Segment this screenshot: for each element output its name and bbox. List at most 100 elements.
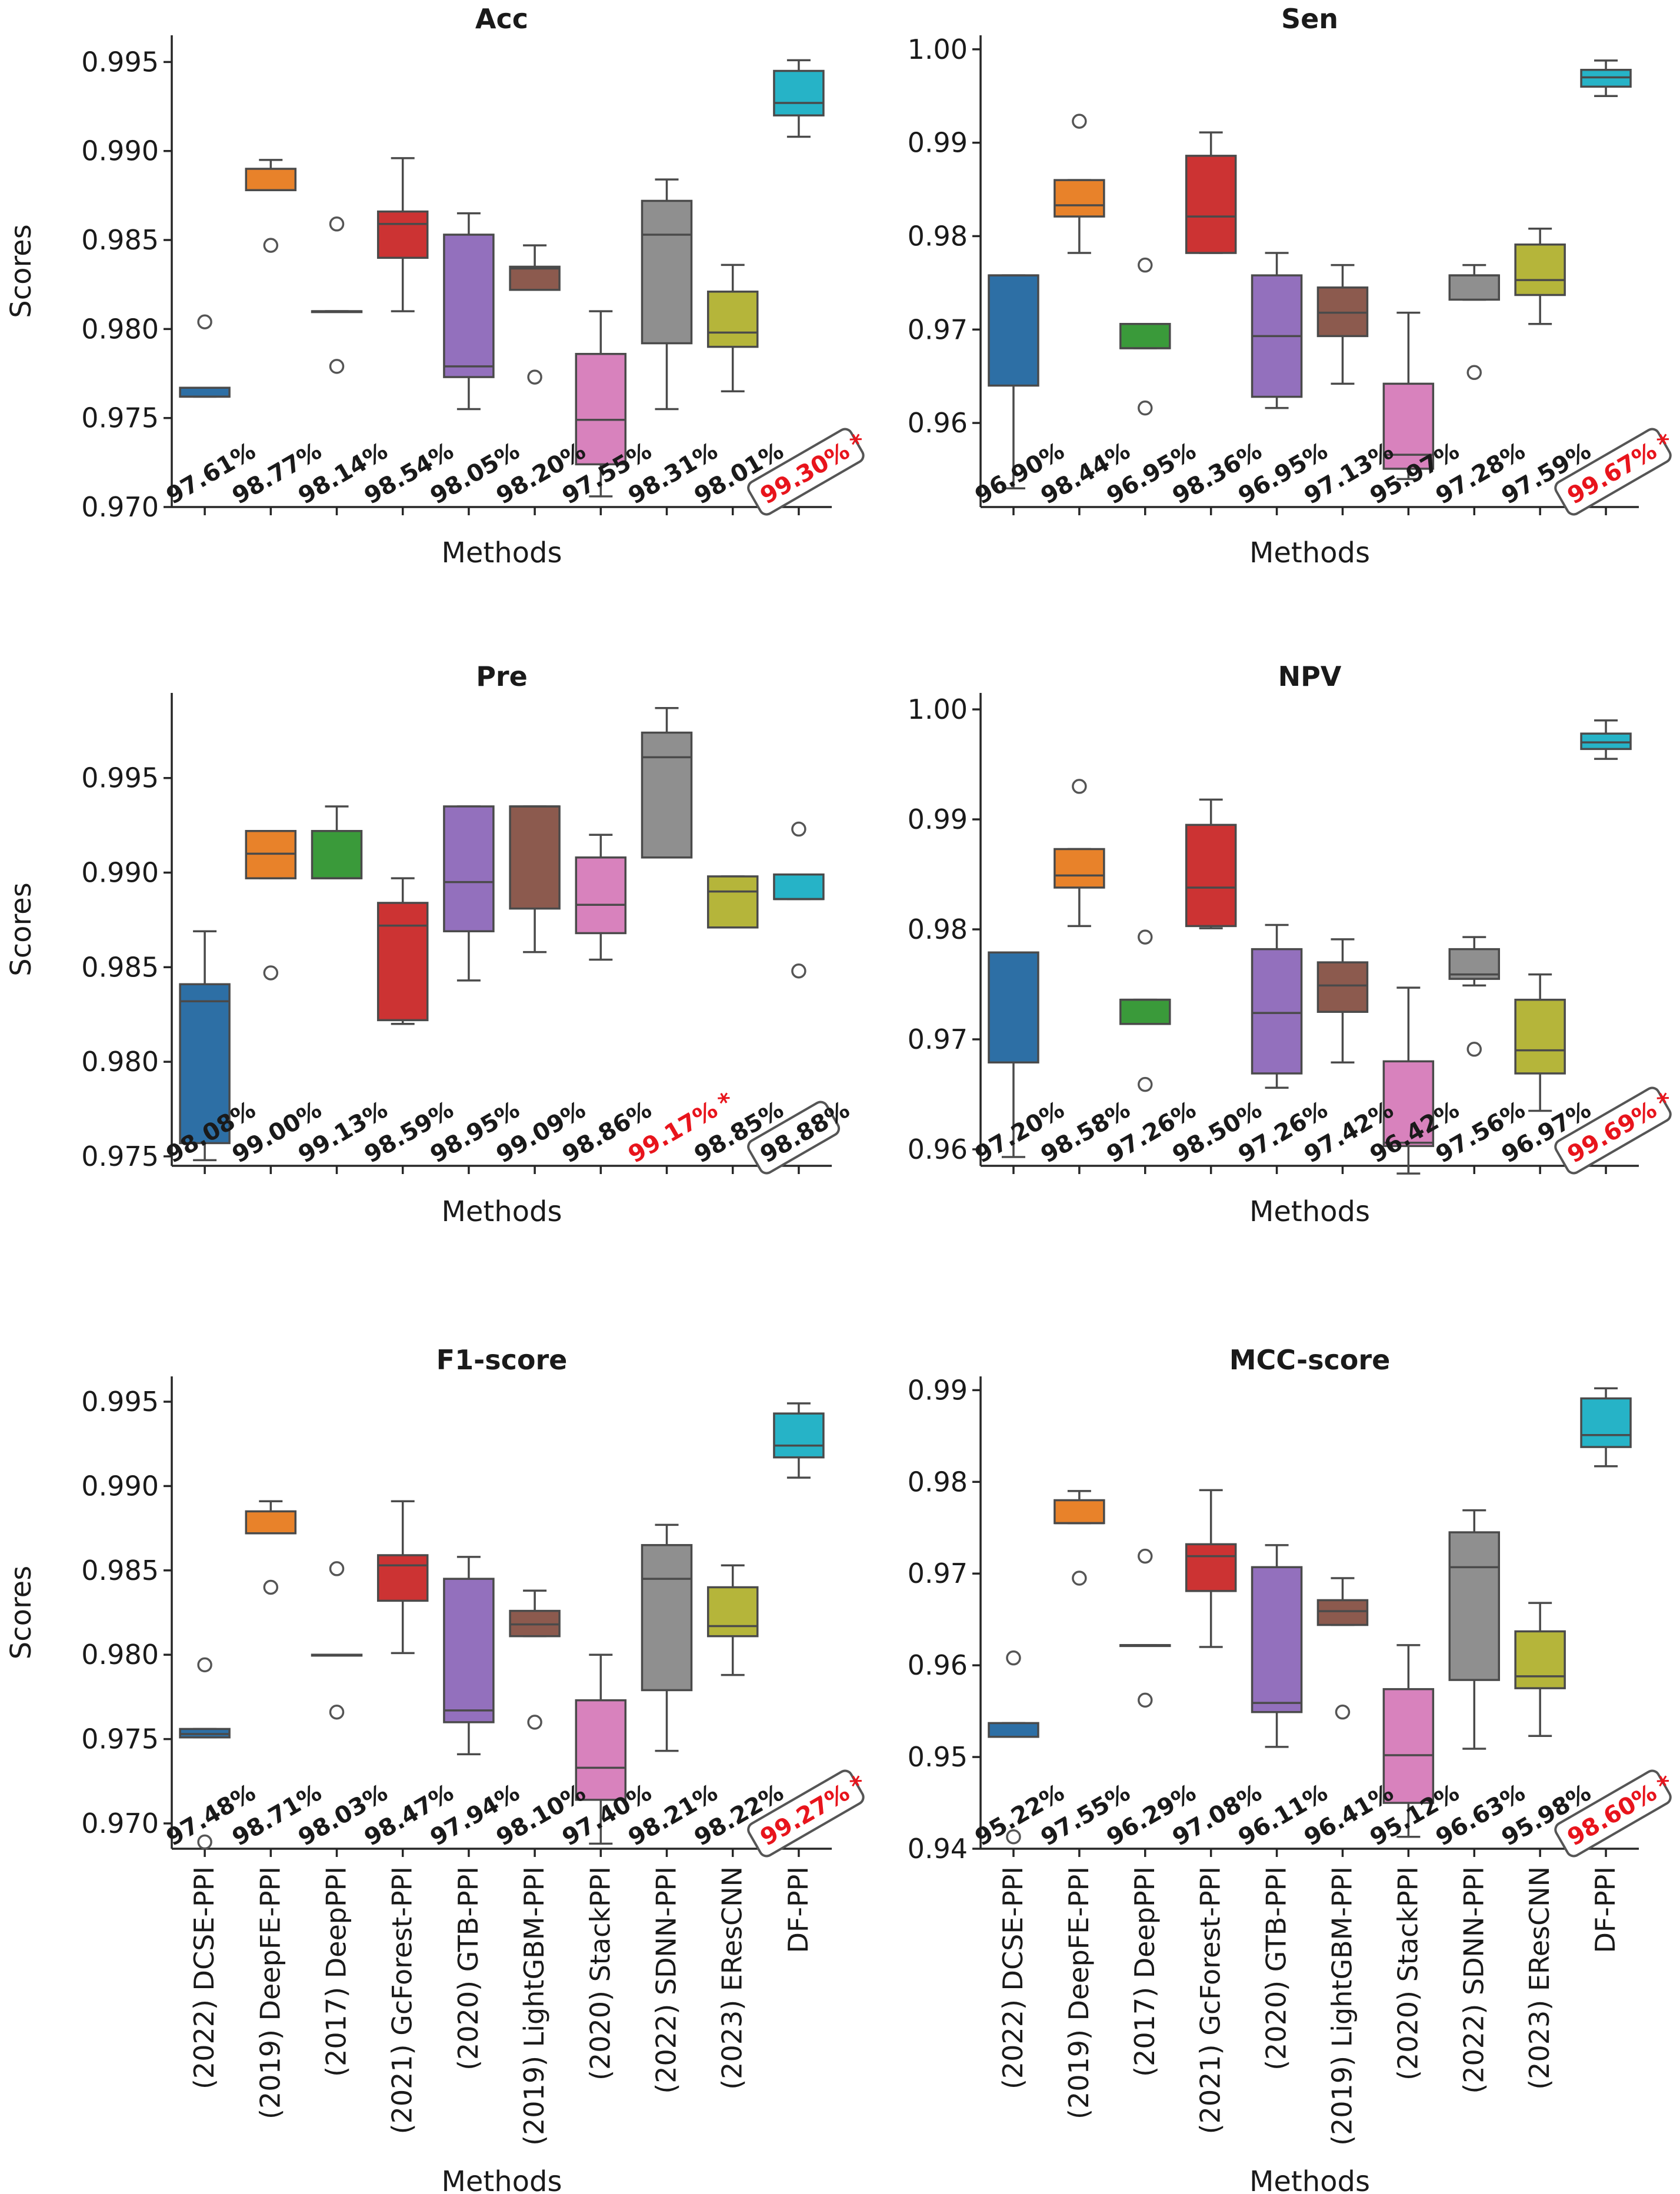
box-1 [988, 274, 1039, 489]
y-tick-label: 0.980 [81, 313, 159, 345]
box-8 [641, 178, 693, 411]
box-rect [1185, 155, 1237, 254]
y-tick-label: 0.975 [81, 1141, 159, 1172]
box-5 [1251, 923, 1303, 1089]
outlier-point [197, 314, 212, 330]
box-rect [245, 1510, 297, 1535]
box-rect [575, 856, 627, 935]
outlier-point [197, 1657, 212, 1673]
box-4 [1185, 1489, 1237, 1648]
box-4 [1185, 131, 1237, 254]
y-tick-label: 0.98 [908, 1466, 968, 1498]
panel-title: F1-score [436, 1344, 568, 1376]
x-category-label: (2022) SDNN-PPI [1458, 1866, 1489, 2094]
box-10 [1580, 59, 1632, 97]
panel-title: NPV [1278, 661, 1342, 692]
box-9 [706, 1564, 759, 1676]
y-tick-label: 0.990 [81, 1470, 159, 1502]
outlier-point [1138, 1548, 1153, 1564]
box-6 [1316, 938, 1369, 1063]
box-rect [509, 805, 561, 910]
x-axis-label: Methods [1249, 2165, 1370, 2194]
box-rect [179, 983, 231, 1145]
box-5 [443, 1556, 495, 1756]
box-3 [1119, 929, 1171, 1092]
box-rect [376, 210, 429, 259]
panel-title: Pre [476, 661, 528, 692]
box-7 [575, 833, 627, 961]
x-axis-label: Methods [441, 536, 562, 569]
box-6 [1316, 1577, 1369, 1720]
highlight-box [1554, 1769, 1672, 1858]
box-rect [773, 1412, 825, 1459]
box-rect [1251, 1566, 1303, 1713]
box-2 [245, 159, 297, 253]
box-8 [1448, 936, 1500, 1057]
y-tick-label: 0.995 [81, 46, 159, 78]
box-rect [575, 352, 627, 466]
panel-sen: Sen0.960.970.980.991.0096.90%98.44%96.95… [908, 3, 1678, 569]
outlier-point [329, 359, 345, 374]
x-axis-label: Methods [441, 2165, 562, 2194]
box-rect [311, 830, 363, 879]
x-category-label: (2017) DeepPPI [321, 1866, 352, 2077]
box-rect [1119, 322, 1171, 349]
outlier-point [1072, 779, 1087, 794]
y-tick-label: 0.995 [81, 1386, 159, 1418]
y-axis-label: Scores [5, 1566, 38, 1659]
box-8 [1448, 1509, 1500, 1750]
x-category-label: DF-PPI [782, 1866, 814, 1953]
outlier-point [197, 1834, 212, 1850]
box-2 [245, 1500, 297, 1595]
x-category-label: (2022) SDNN-PPI [651, 1866, 682, 2094]
x-category-label: (2019) LightGBM-PPI [1326, 1866, 1358, 2146]
x-category-label: (2021) GcForest-PPI [1195, 1866, 1226, 2134]
box-3 [311, 216, 363, 374]
panel-title: MCC-score [1229, 1344, 1391, 1376]
box-7 [1382, 311, 1435, 481]
box-3 [311, 805, 363, 879]
box-7 [575, 1653, 627, 1845]
box-rect [1054, 1499, 1105, 1525]
outlier-point [1138, 929, 1153, 945]
box-5 [443, 805, 495, 982]
x-category-label: (2019) DeepFE-PPI [1063, 1866, 1095, 2119]
x-category-label: (2020) GTB-PPI [452, 1866, 484, 2070]
box-5 [443, 212, 495, 411]
box-rect [641, 1544, 693, 1692]
y-tick-label: 0.98 [908, 913, 968, 945]
y-tick-label: 0.96 [908, 407, 968, 439]
y-tick-label: 0.975 [81, 1723, 159, 1755]
y-tick-label: 0.970 [81, 491, 159, 523]
box-9 [1514, 227, 1566, 325]
panel-title: Acc [475, 3, 528, 35]
box-10 [773, 1402, 825, 1479]
y-tick-label: 0.99 [908, 803, 968, 835]
box-rect [1514, 1630, 1566, 1689]
box-rect [988, 951, 1039, 1063]
box-9 [1514, 1602, 1566, 1737]
outlier-point [263, 965, 279, 981]
box-10 [773, 821, 825, 979]
box-rect [1580, 732, 1632, 751]
box-4 [376, 157, 429, 312]
outlier-point [1072, 114, 1087, 129]
panel-title: Sen [1281, 3, 1338, 35]
box-1 [179, 930, 231, 1162]
box-10 [1580, 719, 1632, 760]
box-1 [179, 1657, 231, 1850]
box-2 [1054, 114, 1105, 254]
outlier-point [1006, 1650, 1021, 1666]
x-category-label: (2019) DeepFE-PPI [254, 1866, 286, 2119]
box-rect [1119, 998, 1171, 1025]
box-1 [179, 314, 231, 398]
y-tick-label: 0.94 [908, 1833, 968, 1865]
box-rect [1316, 1599, 1369, 1626]
box-rect [641, 731, 693, 859]
box-rect [1054, 848, 1105, 889]
outlier-point [791, 821, 806, 837]
highlight-box [747, 1769, 865, 1858]
y-axis-label: Scores [5, 224, 38, 318]
box-rect [1514, 998, 1566, 1075]
